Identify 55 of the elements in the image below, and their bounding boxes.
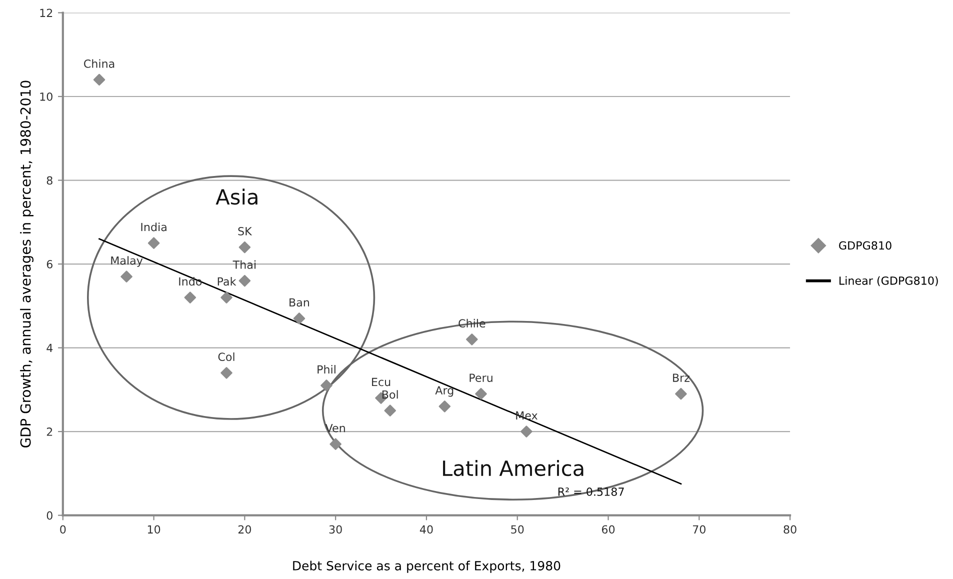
annotation: Indo bbox=[179, 277, 202, 286]
point bbox=[520, 426, 532, 438]
point bbox=[438, 400, 451, 412]
point bbox=[220, 292, 232, 304]
x-tick-label: 60 bbox=[602, 525, 615, 534]
x-tick-label: 0 bbox=[60, 525, 66, 534]
annotation: Malay bbox=[111, 256, 143, 267]
annotation: Arg bbox=[435, 386, 454, 397]
annotation: Brz bbox=[673, 374, 690, 382]
annotation: India bbox=[141, 222, 166, 232]
point bbox=[675, 388, 687, 400]
annotation: SK bbox=[238, 226, 252, 236]
x-tick-label: 50 bbox=[511, 525, 524, 534]
y-tick-label: 0 bbox=[46, 511, 52, 520]
annotation: Asia bbox=[216, 188, 258, 205]
point bbox=[330, 438, 342, 450]
annotation: Phil bbox=[318, 365, 336, 374]
annotation: Peru bbox=[470, 374, 492, 382]
annotation: Bol bbox=[382, 390, 398, 399]
y-tick-label: 6 bbox=[46, 260, 52, 268]
annotation: Pak bbox=[218, 277, 236, 286]
annotation: Ban bbox=[290, 298, 310, 307]
x-tick-label: 40 bbox=[420, 525, 433, 534]
y-tick-label: 4 bbox=[46, 344, 53, 352]
legend-label: GDPG810 bbox=[839, 241, 892, 250]
annotation: Ecu bbox=[372, 378, 390, 386]
legend-label: Linear (GDPG810) bbox=[840, 276, 938, 286]
point bbox=[320, 380, 332, 392]
x-tick-label: 20 bbox=[238, 525, 252, 534]
x-tick-label: 70 bbox=[692, 525, 706, 534]
point bbox=[238, 274, 251, 287]
point bbox=[475, 388, 487, 400]
annotation: Col bbox=[218, 352, 234, 362]
annotation: R² = 0.5187 bbox=[558, 488, 624, 496]
y-tick-label: 8 bbox=[46, 176, 52, 185]
y-tick-label: 10 bbox=[40, 92, 52, 101]
annotation: China bbox=[84, 59, 114, 68]
annotation: Latin America bbox=[443, 460, 584, 476]
x-tick-label: 30 bbox=[329, 525, 342, 534]
y-tick-label: 12 bbox=[40, 8, 52, 17]
point bbox=[93, 74, 106, 86]
x-tick-label: 10 bbox=[148, 525, 160, 534]
point bbox=[120, 270, 132, 282]
point bbox=[466, 334, 478, 346]
point bbox=[184, 292, 196, 304]
x-tick-label: 80 bbox=[784, 525, 796, 534]
point bbox=[220, 367, 232, 379]
x-axis-title: Debt Service as a percent of Exports, 1980 bbox=[293, 560, 560, 573]
point bbox=[148, 237, 160, 249]
point bbox=[238, 241, 251, 254]
point bbox=[293, 312, 306, 324]
y-axis-title: GDP Growth, annual averages in percent, 1980-2010 bbox=[20, 80, 34, 448]
point bbox=[384, 404, 396, 416]
y-tick-label: 2 bbox=[46, 428, 52, 436]
annotation: Thai bbox=[232, 260, 256, 269]
